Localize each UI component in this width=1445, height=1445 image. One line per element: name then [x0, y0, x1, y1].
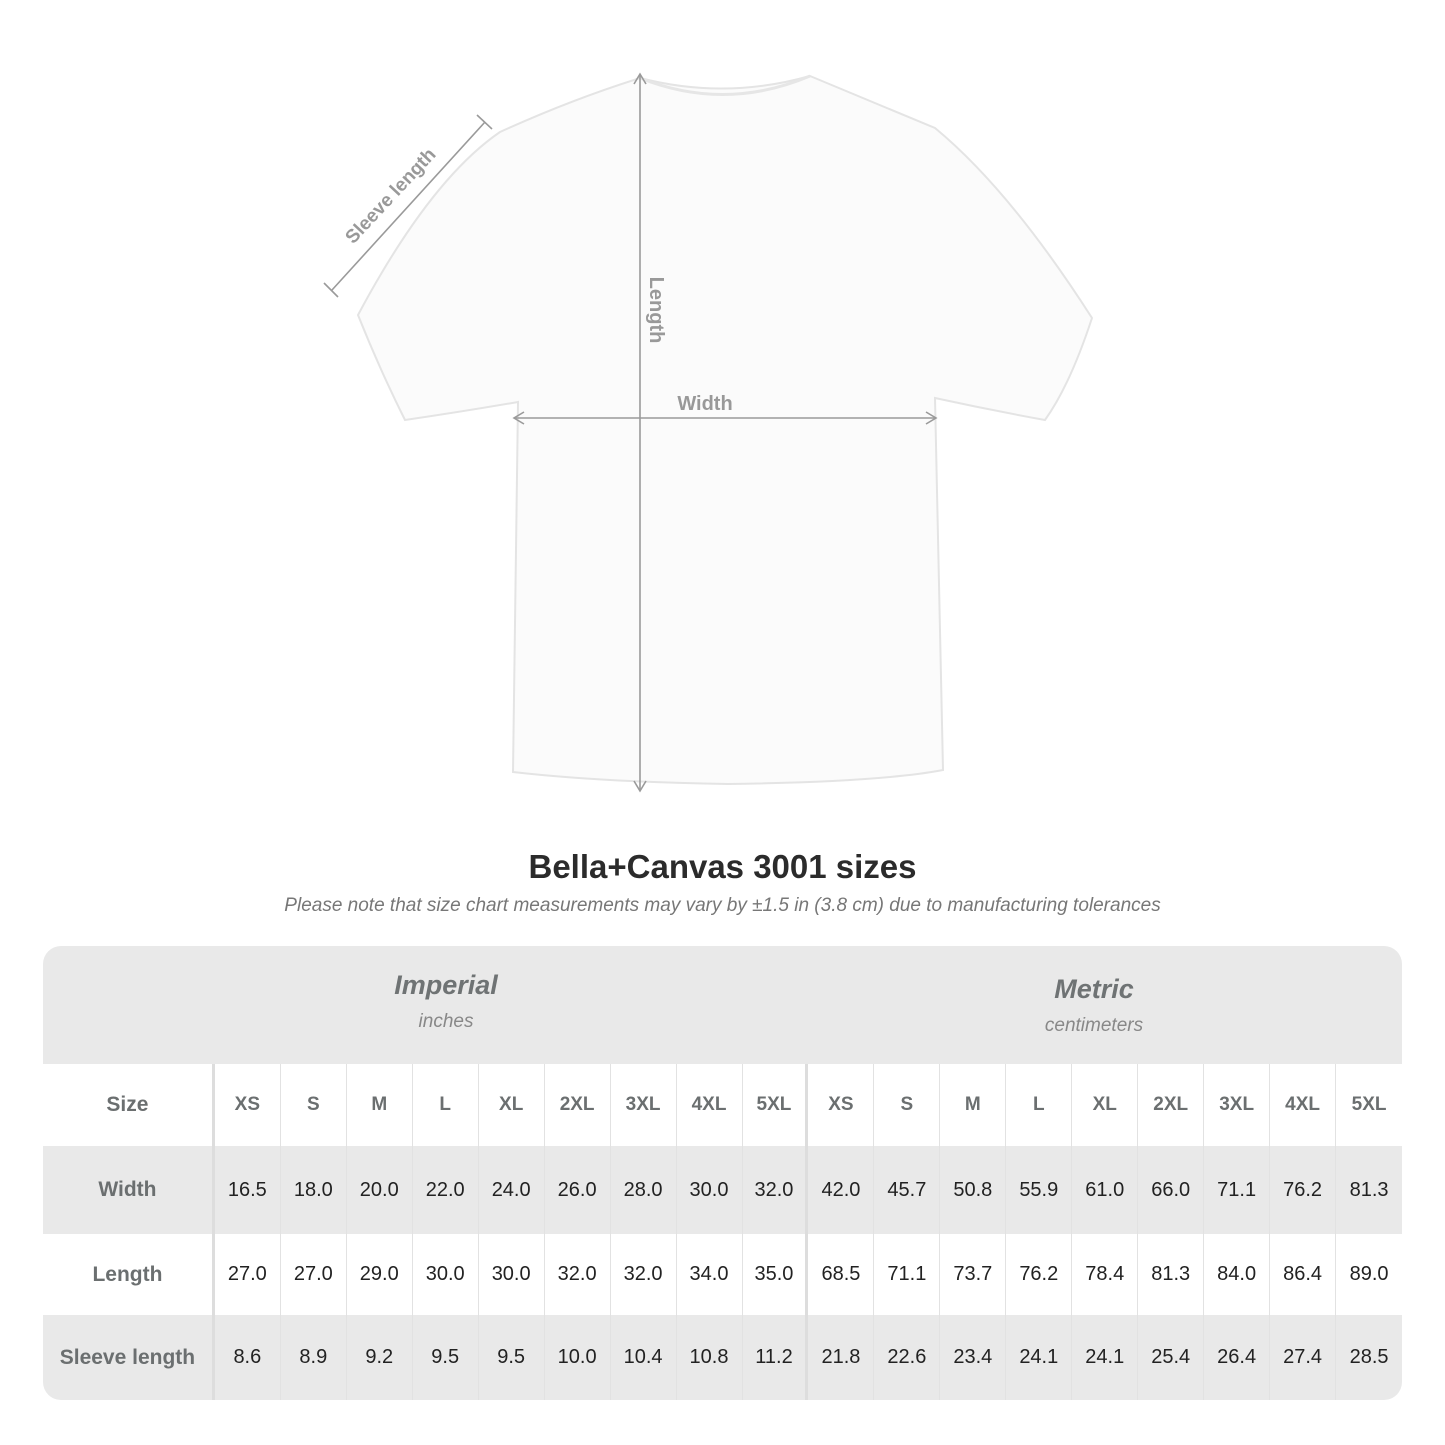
- size-header-cell: 5XL: [1351, 1094, 1387, 1115]
- table-cell: 76.2: [1006, 1234, 1073, 1315]
- table-cell: 22.6: [874, 1315, 941, 1400]
- table-cell: 73.7: [940, 1234, 1007, 1315]
- table-cell: 10.4: [611, 1315, 677, 1400]
- table-cell: 32.0: [611, 1234, 677, 1315]
- table-cell: 20.0: [347, 1146, 413, 1234]
- size-header-cell: 3XL: [611, 1064, 677, 1146]
- size-header-cell: 5XL: [743, 1064, 809, 1146]
- table-cell: 25.4: [1138, 1315, 1205, 1400]
- table-cell: 9.2: [347, 1315, 413, 1400]
- row-label: Width: [43, 1146, 215, 1234]
- table-cell: 24.1: [1006, 1315, 1073, 1400]
- row-label: Sleeve length: [43, 1315, 215, 1400]
- row-label: Size: [43, 1064, 215, 1146]
- metric-unit: centimeters: [1044, 1015, 1144, 1036]
- sleeve-arrow: [331, 121, 486, 291]
- table-cell: 11.2: [743, 1315, 809, 1400]
- table-cell: 9.5: [479, 1315, 545, 1400]
- table-cell: 50.8: [940, 1146, 1007, 1234]
- table-cell: 78.4: [1072, 1234, 1139, 1315]
- width-label: Width: [677, 393, 732, 415]
- size-header-cell: XL: [479, 1064, 545, 1146]
- table-row: Sleeve length 8.6 8.9 9.2 9.5 9.5 10.0 10.4 10.8…: [43, 1315, 1402, 1400]
- table-cell: 29.0: [347, 1234, 413, 1315]
- size-header-cell: L: [413, 1064, 479, 1146]
- tshirt-diagram: Sleeve length Length Width: [323, 72, 1094, 793]
- imperial-unit: inches: [418, 1011, 474, 1032]
- table-cell: 76.2: [1270, 1146, 1337, 1234]
- table-cell: 89.0: [1349, 1263, 1389, 1285]
- table-cell: 30.0: [479, 1234, 545, 1315]
- table-cell: 68.5: [808, 1234, 875, 1315]
- row-label: Length: [43, 1234, 215, 1315]
- size-header-cell: XL: [1072, 1064, 1139, 1146]
- table-cell: 34.0: [677, 1234, 743, 1315]
- table-cell: 22.0: [413, 1146, 479, 1234]
- table-cell: 27.0: [281, 1234, 347, 1315]
- metric-title: Metric: [1054, 974, 1134, 1004]
- size-header-cell: XS: [808, 1064, 875, 1146]
- tolerance-note: Please note that size chart measurements…: [284, 895, 1161, 916]
- table-cell: 10.8: [677, 1315, 743, 1400]
- size-header-cell: 4XL: [677, 1064, 743, 1146]
- table-cell: 81.3: [1349, 1178, 1389, 1201]
- table-cell: 35.0: [743, 1234, 809, 1315]
- table-cell: 27.4: [1270, 1315, 1337, 1400]
- table-cell: 45.7: [874, 1146, 941, 1234]
- table-cell: 8.9: [281, 1315, 347, 1400]
- table-row: Width 16.5 18.0 20.0 22.0 24.0 26.0 28.0 30.0 32.…: [43, 1146, 1402, 1234]
- table-cell: 86.4: [1270, 1234, 1337, 1315]
- table-cell: 24.1: [1072, 1315, 1139, 1400]
- table-cell: 28.5: [1349, 1346, 1389, 1368]
- chart-title: Bella+Canvas 3001 sizes: [528, 848, 917, 885]
- size-header-cell: M: [347, 1064, 413, 1146]
- table-cell: 30.0: [413, 1234, 479, 1315]
- table-cell: 32.0: [743, 1146, 809, 1234]
- table-cell: 8.6: [215, 1315, 281, 1400]
- table-cell: 9.5: [413, 1315, 479, 1400]
- table-cell: 81.3: [1138, 1234, 1205, 1315]
- table-cell: 18.0: [281, 1146, 347, 1234]
- table-row: Length 27.0 27.0 29.0 30.0 30.0 32.0 32.0 34.0 35…: [43, 1234, 1402, 1315]
- table-cell: 71.1: [874, 1234, 941, 1315]
- table-cell: 23.4: [940, 1315, 1007, 1400]
- table-cell: 16.5: [215, 1146, 281, 1234]
- table-cell: 42.0: [808, 1146, 875, 1234]
- size-header-cell: 3XL: [1204, 1064, 1271, 1146]
- size-header-cell: 2XL: [545, 1064, 611, 1146]
- table-cell: 24.0: [479, 1146, 545, 1234]
- size-header-cell: XS: [215, 1064, 281, 1146]
- size-header-cell: 4XL: [1270, 1064, 1337, 1146]
- imperial-header: Imperial inches: [215, 970, 677, 1088]
- table-cell: 32.0: [545, 1234, 611, 1315]
- imperial-title: Imperial: [394, 970, 498, 1000]
- size-header-cell: S: [874, 1064, 941, 1146]
- size-header-cell: M: [940, 1064, 1007, 1146]
- table-cell: 27.0: [215, 1234, 281, 1315]
- table-cell: 55.9: [1006, 1146, 1073, 1234]
- table-cell: 26.4: [1204, 1315, 1271, 1400]
- size-header-cell: L: [1006, 1064, 1073, 1146]
- metric-header: Metric centimeters: [809, 974, 1379, 1092]
- length-label: Length: [645, 277, 667, 344]
- size-header-cell: S: [281, 1064, 347, 1146]
- table-cell: 10.0: [545, 1315, 611, 1400]
- table-cell: 28.0: [611, 1146, 677, 1234]
- size-table: Imperial inches Metric centimeters Size X…: [43, 946, 1402, 1400]
- table-cell: 71.1: [1204, 1146, 1271, 1234]
- size-header-cell: 2XL: [1138, 1064, 1205, 1146]
- table-cell: 26.0: [545, 1146, 611, 1234]
- table-cell: 61.0: [1072, 1146, 1139, 1234]
- table-cell: 84.0: [1204, 1234, 1271, 1315]
- table-cell: 66.0: [1138, 1146, 1205, 1234]
- tshirt-illustration: [356, 74, 1094, 786]
- table-cell: 30.0: [677, 1146, 743, 1234]
- table-cell: 21.8: [808, 1315, 875, 1400]
- size-header-row: Size XS S M L XL 2XL 3XL 4XL 5XL XS S M L XL 2XL 3XL 4XL 5…: [43, 1064, 1402, 1146]
